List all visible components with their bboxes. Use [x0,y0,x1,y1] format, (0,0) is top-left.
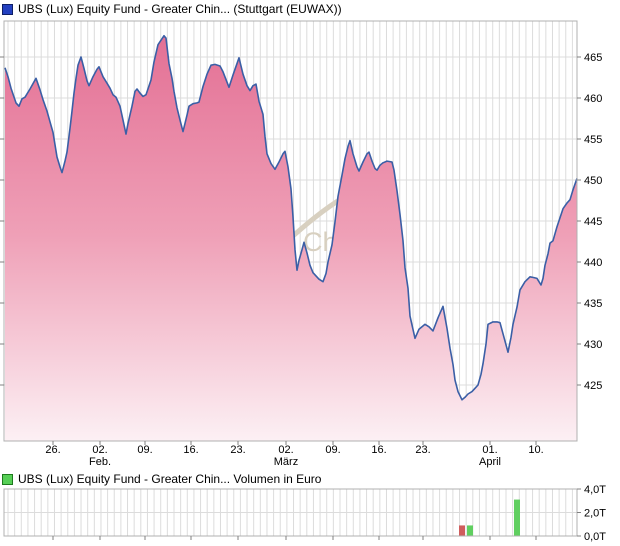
x-tick-day-label: 09. [325,444,340,456]
volume-grid [4,489,577,536]
price-chart-title: UBS (Lux) Equity Fund - Greater Chin... … [18,2,342,16]
price-area [5,35,577,441]
volume-chart-header: UBS (Lux) Equity Fund - Greater Chin... … [2,472,321,486]
volume-bar [459,525,465,536]
volume-bars [459,499,520,536]
price-y-tick-label: 450 [584,175,602,187]
price-series-legend-icon [2,3,13,15]
price-line [4,34,578,401]
price-y-tick-label: 465 [584,52,602,64]
price-y-tick-label: 430 [584,339,602,351]
price-y-tick-label: 455 [584,134,602,146]
volume-y-tick-label: 0,0T [584,531,606,543]
volume-bar [467,525,473,536]
x-tick-day-label: 16. [183,444,198,456]
x-tick-month-label: März [274,456,298,468]
x-tick-day-label: 23. [415,444,430,456]
volume-bar [514,499,520,536]
x-tick-day-label: 26. [45,444,60,456]
x-tick-day-label: 09. [137,444,152,456]
volume-y-tick-label: 2,0T [584,508,606,520]
x-tick-day-label: 02. [92,444,107,456]
x-tick-day-label: 01. [482,444,497,456]
x-tick-day-label: 10. [528,444,543,456]
x-tick-month-label: April [479,456,501,468]
volume-x-ticks [52,536,537,540]
volume-y-axis: 0,0T 2,0T 4,0T [577,484,606,543]
price-y-tick-label: 435 [584,298,602,310]
price-plot-border [3,20,578,442]
price-chart-header: UBS (Lux) Equity Fund - Greater Chin... … [2,2,342,16]
x-tick-day-label: 23. [230,444,245,456]
price-y-tick-label: 460 [584,93,602,105]
volume-chart-title: UBS (Lux) Equity Fund - Greater Chin... … [18,472,322,486]
x-tick-month-label: Feb. [89,456,111,468]
price-y-axis: 465 460 455 450 445 440 435 430 425 [0,52,602,392]
volume-y-tick-label: 4,0T [584,484,606,496]
price-y-tick-label: 440 [584,257,602,269]
price-y-tick-label: 445 [584,216,602,228]
x-tick-day-label: 16. [371,444,386,456]
x-tick-day-label: 02. [278,444,293,456]
price-y-tick-label: 425 [584,380,602,392]
volume-series-legend-icon [2,473,13,485]
